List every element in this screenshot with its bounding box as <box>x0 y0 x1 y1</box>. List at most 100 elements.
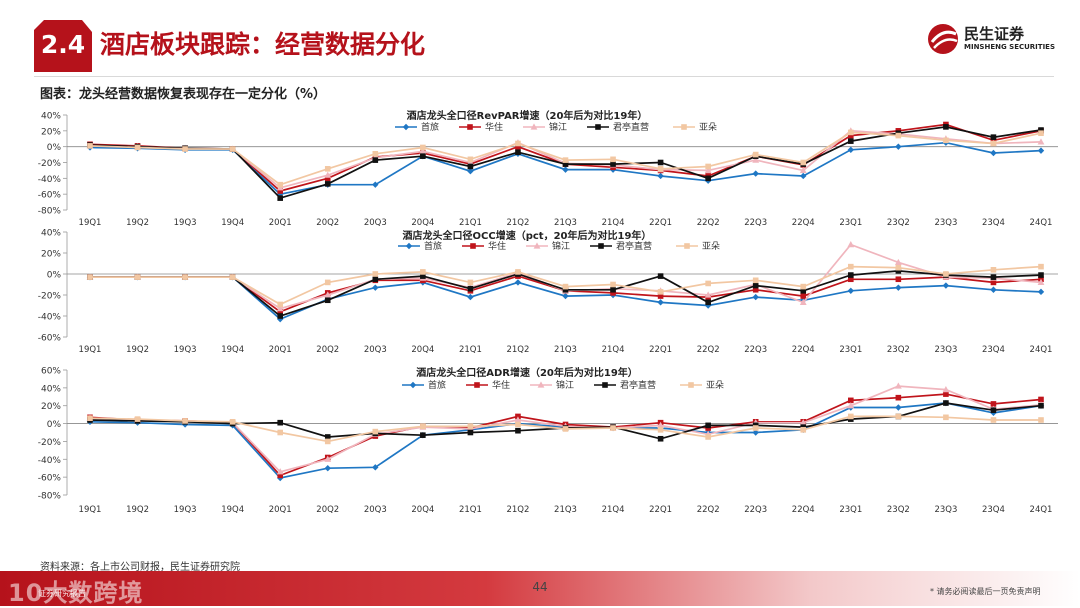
data-point <box>467 293 474 301</box>
data-point <box>277 313 283 319</box>
data-point <box>848 138 854 144</box>
data-point <box>467 429 474 436</box>
x-tick-label: 22Q3 <box>744 505 767 515</box>
data-point <box>848 132 854 139</box>
x-tick-label: 23Q4 <box>982 345 1005 355</box>
x-tick-label: 22Q4 <box>792 345 815 355</box>
legend-marker <box>409 381 417 389</box>
legend-marker <box>681 124 687 130</box>
data-point <box>704 291 712 298</box>
legend-item: 君亭直营 <box>590 240 652 252</box>
data-point <box>87 143 93 149</box>
data-point <box>752 277 759 284</box>
data-point <box>943 391 949 397</box>
data-point <box>990 267 997 273</box>
legend-label: 华住 <box>485 121 503 133</box>
data-point <box>610 156 616 163</box>
data-point <box>847 402 855 409</box>
data-point <box>515 149 521 156</box>
x-tick-label: 19Q4 <box>221 345 244 355</box>
legend-marker <box>595 124 601 130</box>
legend-item: 华住 <box>466 379 510 391</box>
x-tick-label: 19Q1 <box>79 505 102 515</box>
x-tick-label: 21Q4 <box>602 218 625 228</box>
data-point <box>324 438 331 445</box>
legend-label: 君亭直营 <box>616 240 652 252</box>
data-point <box>657 421 664 428</box>
data-point <box>610 425 616 431</box>
data-point <box>657 293 664 299</box>
data-point <box>277 181 283 188</box>
header-divider <box>34 76 1054 77</box>
y-tick-label: -40% <box>38 313 62 323</box>
data-point <box>847 241 855 248</box>
data-point <box>562 157 569 163</box>
data-point <box>610 286 616 293</box>
data-point <box>515 427 521 434</box>
data-point <box>848 413 854 420</box>
chart-1: 首旅 华住 锦江 君亭直营 亚朵 <box>63 114 1058 211</box>
x-tick-label: 20Q3 <box>364 505 387 515</box>
data-point <box>1038 263 1044 270</box>
data-point <box>1038 130 1044 137</box>
data-point <box>610 290 616 296</box>
data-point <box>799 166 807 174</box>
x-tick-label: 22Q2 <box>697 218 720 228</box>
legend-marker <box>537 381 545 388</box>
chart-title: 酒店龙头全口径RevPAR增速（20年后为对比19年） <box>407 109 648 122</box>
data-point <box>372 464 379 471</box>
data-point <box>657 299 664 306</box>
legend-marker <box>470 243 476 249</box>
data-point <box>277 195 283 201</box>
data-point <box>1038 396 1044 403</box>
x-tick-label: 23Q2 <box>887 218 910 228</box>
data-point <box>562 286 569 293</box>
data-point <box>657 289 664 295</box>
data-point <box>657 435 664 442</box>
data-point <box>1038 127 1044 133</box>
chart-title: 酒店龙头全口径ADR增速（20年后为对比19年） <box>416 366 638 379</box>
legend-marker <box>598 243 604 249</box>
data-point <box>467 168 474 175</box>
y-tick-label: -20% <box>38 159 62 169</box>
data-point <box>87 415 93 422</box>
legend-item: 君亭直营 <box>594 379 656 391</box>
data-point <box>895 132 902 139</box>
data-point <box>372 276 379 283</box>
data-point <box>943 124 949 130</box>
x-tick-label: 19Q4 <box>221 218 244 228</box>
y-tick-label: -60% <box>38 474 62 484</box>
x-tick-label: 20Q1 <box>269 505 292 515</box>
data-point <box>895 404 902 411</box>
data-point <box>87 274 93 280</box>
x-tick-label: 24Q1 <box>1030 218 1053 228</box>
data-point <box>895 143 902 150</box>
watermark-text: 大数跨境 <box>43 579 144 607</box>
legend-label: 亚朵 <box>699 122 717 133</box>
data-point <box>420 269 426 275</box>
data-point <box>943 271 949 277</box>
data-point <box>324 171 332 178</box>
data-point <box>752 293 759 301</box>
data-point <box>847 287 854 294</box>
data-point <box>705 163 711 170</box>
data-point <box>324 279 331 286</box>
data-point <box>848 276 854 283</box>
data-point <box>752 286 759 293</box>
x-tick-label: 24Q1 <box>1030 505 1053 515</box>
source-note: 资料来源：各上市公司财报，民生证券研究院 <box>40 562 240 573</box>
x-tick-label: 21Q4 <box>602 505 625 515</box>
x-tick-label: 23Q3 <box>934 218 957 228</box>
data-point <box>420 153 426 159</box>
x-tick-label: 20Q2 <box>316 345 339 355</box>
data-point <box>752 156 760 163</box>
data-point <box>372 150 379 157</box>
data-point <box>943 400 949 406</box>
x-tick-label: 19Q1 <box>79 345 102 355</box>
x-tick-label: 21Q2 <box>506 345 529 355</box>
data-point <box>610 161 616 167</box>
x-tick-label: 21Q1 <box>459 345 482 355</box>
data-point <box>800 159 807 166</box>
chart-2: 首旅 华住 锦江 君亭直营 亚朵 <box>63 231 1058 338</box>
data-point <box>800 288 807 294</box>
